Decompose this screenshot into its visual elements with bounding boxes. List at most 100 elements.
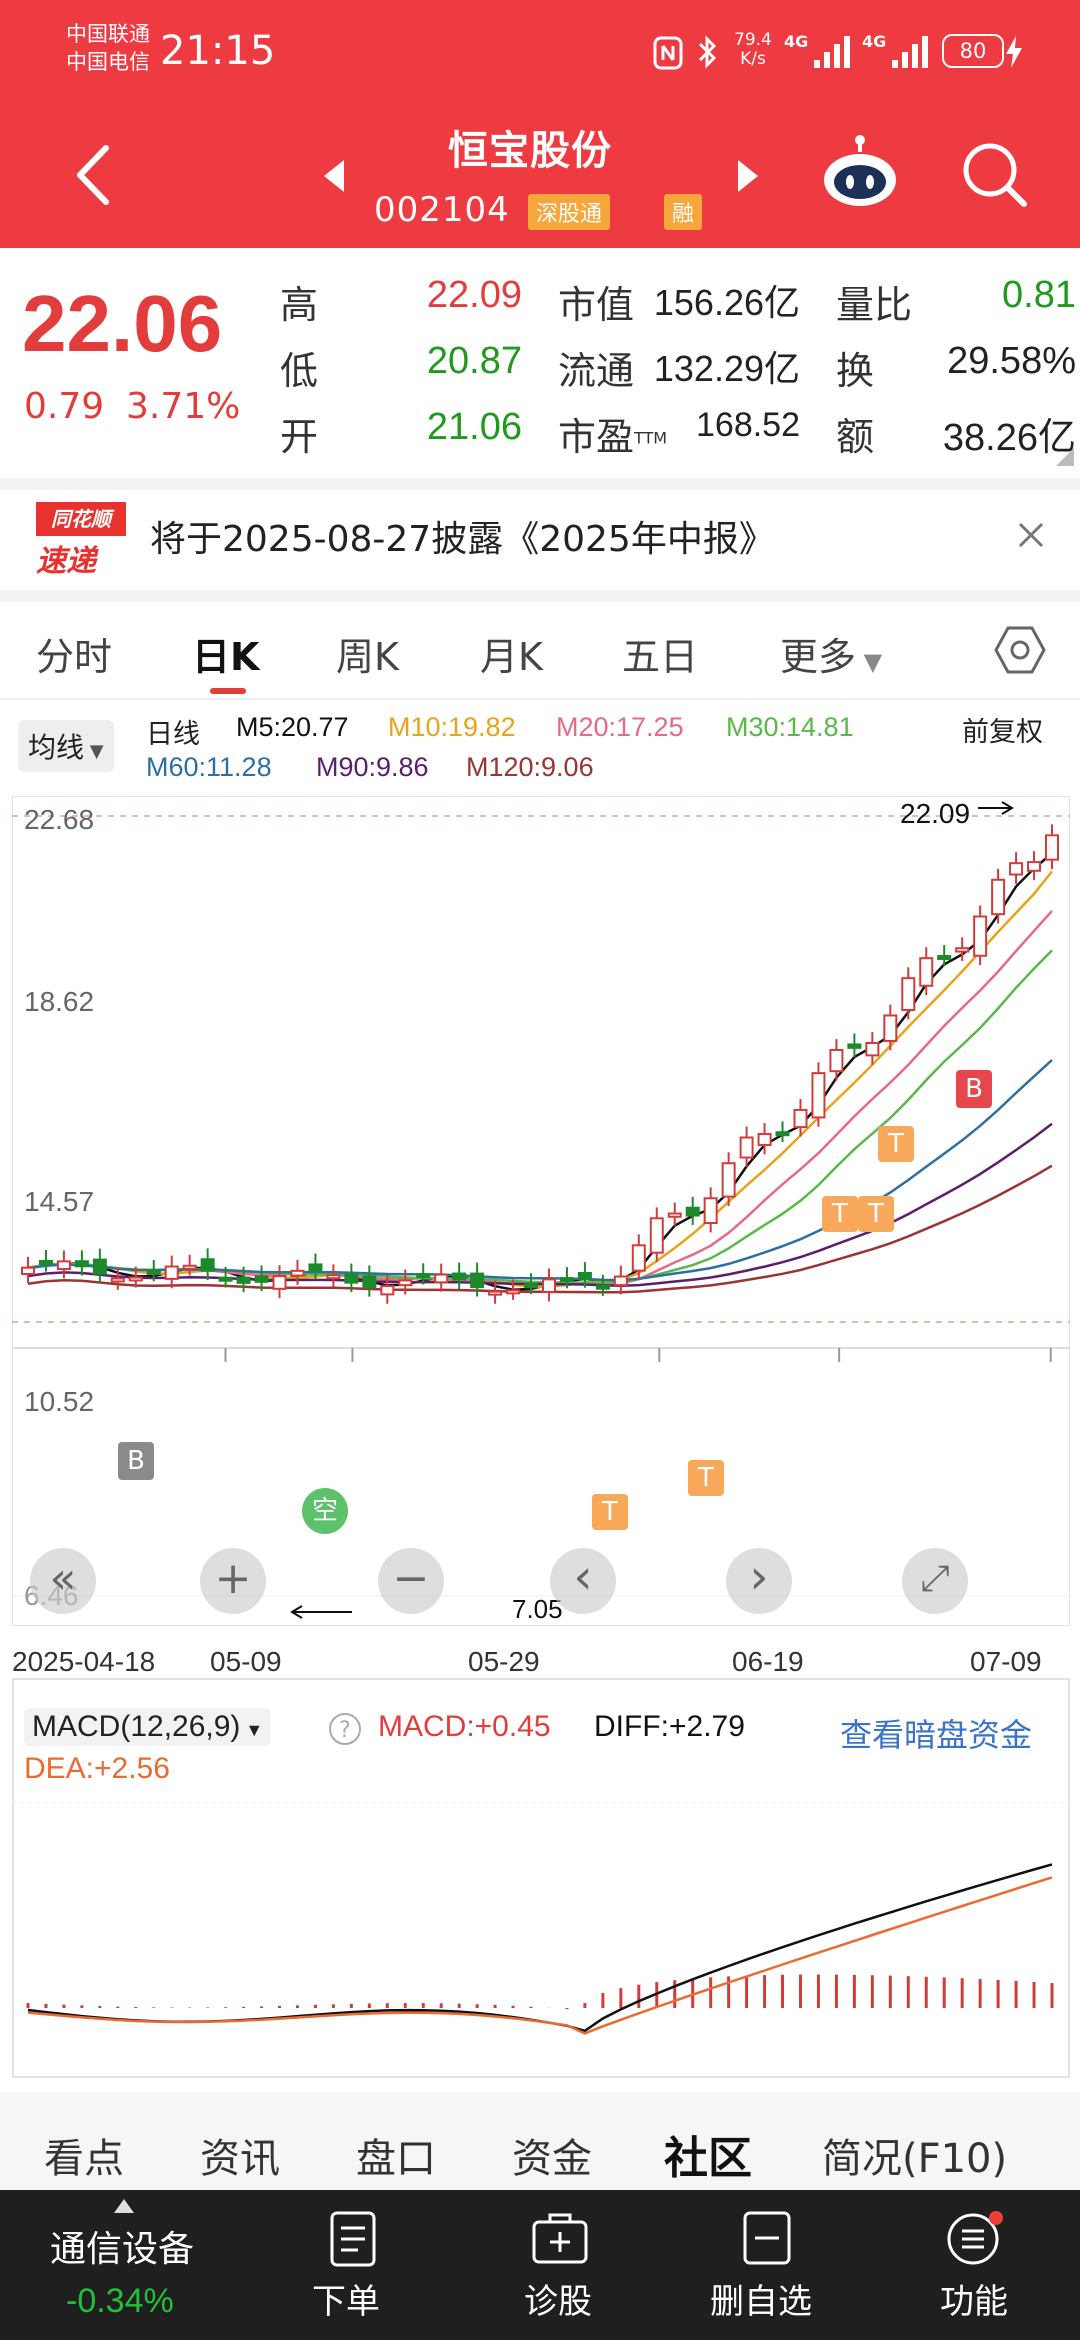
charging-icon — [1004, 34, 1024, 70]
signal-b-gray[interactable]: B — [118, 1442, 154, 1480]
ma-line — [27, 870, 1053, 1288]
notice-text[interactable]: 将于2025-08-27披露《2025年中报》 — [150, 519, 775, 560]
candle-body — [470, 1272, 485, 1289]
tab-weekly-k[interactable]: 周K — [336, 635, 399, 679]
candle-body — [721, 1162, 736, 1198]
open-value: 21.06 — [426, 406, 522, 448]
high-label: 高 — [280, 283, 319, 327]
signal-t[interactable]: T — [688, 1460, 724, 1496]
candle-body — [344, 1273, 359, 1284]
candle-body — [541, 1278, 556, 1293]
candle-body — [847, 1043, 862, 1049]
turnover-label: 换 — [836, 349, 875, 393]
date-label-3: 05-29 — [468, 1646, 540, 1677]
signal-t[interactable]: T — [878, 1126, 914, 1162]
diagnose-icon[interactable] — [530, 2212, 590, 2266]
zoom-out-button[interactable]: − — [378, 1548, 444, 1614]
signal-t[interactable]: T — [592, 1494, 628, 1530]
sector-name[interactable]: 通信设备 — [50, 2229, 195, 2270]
tab-daily-k[interactable]: 日K — [192, 635, 260, 679]
kline-chart[interactable] — [12, 796, 1070, 1626]
robot-assistant-icon[interactable] — [820, 134, 900, 214]
tab-f10[interactable]: 简况(F10) — [822, 2136, 1008, 2182]
stock-code: 002104 — [374, 190, 510, 230]
price-label-2: 18.62 — [24, 986, 95, 1017]
tab-intraday[interactable]: 分时 — [36, 635, 113, 679]
candle-body — [21, 1266, 35, 1275]
close-icon[interactable] — [1016, 520, 1046, 550]
pe-value: 168.52 — [696, 406, 800, 444]
order-label[interactable]: 下单 — [312, 2282, 380, 2322]
sector-change: -0.34% — [66, 2282, 174, 2320]
candle-body — [398, 1279, 413, 1287]
candle-body — [1009, 862, 1024, 876]
bottom-tab-bar — [0, 2092, 1080, 2190]
candle-body — [955, 947, 970, 953]
battery-icon: 80 — [942, 34, 1004, 68]
date-label-2: 05-09 — [210, 1646, 282, 1677]
help-icon[interactable]: ? — [328, 1712, 362, 1746]
prev-candle-button[interactable]: ‹ — [550, 1548, 616, 1614]
tab-community[interactable]: 社区 — [664, 2133, 752, 2184]
order-icon[interactable] — [328, 2210, 378, 2268]
low-label: 低 — [280, 349, 319, 393]
function-menu-icon[interactable] — [946, 2210, 1004, 2268]
candle-body — [200, 1258, 215, 1272]
period-label: 日线 — [146, 719, 200, 749]
float-value: 132.29亿 — [653, 348, 800, 389]
ma-selector[interactable]: 均线 ▼ — [18, 720, 114, 772]
candle-body — [128, 1276, 143, 1282]
tab-highlights[interactable]: 看点 — [44, 2136, 124, 2182]
tab-funds[interactable]: 资金 — [512, 2136, 592, 2182]
tab-more[interactable]: 更多 ▼ — [780, 635, 883, 679]
fullscreen-button[interactable]: ⤢ — [902, 1548, 968, 1614]
zoom-in-button[interactable]: + — [200, 1548, 266, 1614]
date-label-4: 06-19 — [732, 1646, 804, 1677]
remove-watchlist-icon[interactable] — [742, 2210, 792, 2266]
dea-value: DEA:+2.56 — [24, 1752, 170, 1785]
mktcap-value: 156.26亿 — [653, 282, 800, 323]
next-candle-button[interactable]: › — [726, 1548, 792, 1614]
candle-body — [937, 954, 952, 960]
next-stock-icon[interactable] — [732, 156, 764, 196]
prev-stock-icon[interactable] — [318, 156, 350, 196]
search-icon[interactable] — [960, 140, 1030, 210]
signal-b-red[interactable]: B — [956, 1070, 992, 1108]
signal-t[interactable]: T — [858, 1196, 894, 1232]
kline-frame — [12, 796, 1070, 1626]
expand-corner-icon[interactable] — [1056, 448, 1074, 466]
signal-t[interactable]: T — [822, 1196, 858, 1232]
tab-monthly-k[interactable]: 月K — [480, 635, 543, 679]
candle-body — [667, 1212, 682, 1218]
amount-label: 额 — [836, 415, 875, 459]
back-icon[interactable] — [70, 140, 120, 210]
diff-line — [27, 1863, 1053, 2033]
stock-name: 恒宝股份 — [448, 128, 612, 174]
tab-news[interactable]: 资讯 — [200, 2136, 280, 2182]
adjust-label[interactable]: 前复权 — [962, 717, 1043, 747]
remove-watchlist-label[interactable]: 删自选 — [710, 2282, 812, 2322]
ma90-label: M90:9.86 — [316, 752, 429, 782]
low-arrow — [290, 1605, 352, 1619]
candle-body — [613, 1275, 628, 1287]
notice-logo: 同花顺 速递 — [36, 502, 126, 580]
amount-value: 38.26亿 — [942, 417, 1076, 459]
macd-chart — [12, 1801, 1070, 2035]
ma20-label: M20:17.25 — [556, 712, 684, 742]
float-label: 流通 — [558, 349, 635, 393]
candle-body — [739, 1136, 754, 1159]
dark-fund-link[interactable]: 查看暗盘资金 — [840, 1717, 1033, 1753]
svg-text:?: ? — [339, 1718, 351, 1743]
date-label-5: 07-09 — [970, 1646, 1042, 1677]
function-label[interactable]: 功能 — [940, 2282, 1008, 2322]
zoom-out-all-button[interactable]: « — [30, 1548, 96, 1614]
carrier-1: 中国联通 — [66, 22, 150, 46]
macd-selector[interactable]: MACD(12,26,9) ▼ — [24, 1708, 272, 1746]
candle-body — [488, 1290, 503, 1296]
signal-kong[interactable]: 空 — [302, 1488, 348, 1534]
settings-icon[interactable] — [994, 624, 1046, 676]
tab-five-day[interactable]: 五日 — [622, 635, 699, 679]
tab-orderbook[interactable]: 盘口 — [356, 2136, 436, 2182]
macd-frame — [12, 1678, 1070, 2078]
diagnose-label[interactable]: 诊股 — [524, 2282, 592, 2322]
